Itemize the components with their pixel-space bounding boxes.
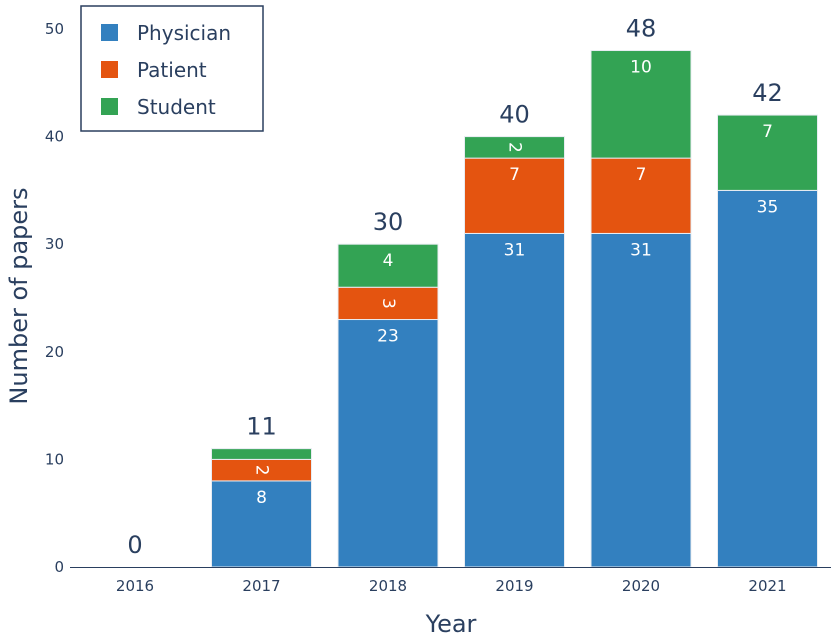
- bar-physician-2020: [590, 232, 692, 568]
- bar-label-physician-2020: 31: [630, 240, 652, 260]
- x-tick-label: 2017: [242, 577, 280, 595]
- total-label-2021: 42: [752, 79, 783, 107]
- bar-label-student-2018: 4: [383, 251, 394, 271]
- bar-physician-2017: [211, 480, 312, 568]
- legend: Physician Patient Student: [80, 5, 264, 132]
- bar-student-2017: [211, 448, 312, 460]
- bar-physician-2018: [337, 319, 439, 568]
- legend-swatch-physician: [101, 24, 118, 41]
- bar-label-patient-2020: 7: [636, 165, 647, 185]
- y-tick-label: 40: [45, 128, 64, 146]
- bar-label-patient-2018: 3: [378, 298, 398, 309]
- x-tick-label: 2019: [495, 577, 533, 595]
- total-label-2019: 40: [499, 101, 530, 129]
- bar-stack-2019: 31 7 2: [464, 136, 565, 568]
- legend-label-student: Student: [137, 95, 216, 119]
- bar-stack-2017: 82: [211, 448, 312, 568]
- x-tick-label: 2021: [748, 577, 786, 595]
- y-tick-label: 10: [45, 450, 64, 468]
- legend-label-patient: Patient: [137, 58, 207, 82]
- bar-patient-2019: [464, 157, 565, 234]
- bar-label-student-2019: 2: [505, 142, 525, 153]
- bar-stack-2020: 31 7 10: [590, 50, 692, 568]
- x-tick-label: 2016: [116, 577, 154, 595]
- x-axis-title: Year: [425, 610, 477, 637]
- y-tick-label: 50: [45, 20, 64, 38]
- bar-label-student-2020: 10: [630, 58, 652, 78]
- bar-label-student-2021: 7: [762, 122, 773, 142]
- bar-label-patient-2017: 2: [252, 465, 272, 476]
- total-label-2017: 11: [246, 413, 277, 441]
- bar-label-physician-2021: 35: [757, 197, 779, 217]
- total-label-2020: 48: [626, 15, 657, 43]
- x-axis-ticks: 2016 2017 2018 2019 2020 2021: [116, 577, 787, 595]
- x-tick-label: 2018: [369, 577, 407, 595]
- legend-swatch-student: [101, 98, 118, 115]
- bar-patient-2018: [337, 286, 439, 321]
- y-axis-title: Number of papers: [5, 187, 33, 404]
- total-label-2016: 0: [127, 531, 142, 559]
- y-tick-label: 30: [45, 235, 64, 253]
- bar-label-physician-2017: 8: [256, 488, 267, 508]
- bar-physician-2021: [717, 189, 818, 568]
- x-tick-label: 2020: [622, 577, 660, 595]
- bar-student-2018: [337, 243, 439, 288]
- bar-stack-2018: 23 3 4: [337, 243, 439, 568]
- bar-label-physician-2018: 23: [377, 327, 399, 347]
- y-tick-label: 20: [45, 343, 64, 361]
- bar-label-physician-2019: 31: [504, 240, 526, 260]
- legend-label-physician: Physician: [137, 21, 231, 45]
- bar-physician-2019: [464, 232, 565, 568]
- y-axis-ticks: 0 10 20 30 40 50: [45, 20, 64, 576]
- bar-patient-2020: [590, 157, 692, 234]
- bar-student-2020: [590, 50, 692, 159]
- bar-student-2021: [717, 114, 818, 191]
- y-tick-label: 0: [54, 558, 64, 576]
- bar-label-patient-2019: 7: [509, 165, 520, 185]
- bar-stack-2021: 35 7: [717, 114, 818, 568]
- total-label-2018: 30: [373, 208, 404, 236]
- legend-swatch-patient: [101, 61, 118, 78]
- bar-student-2019: [464, 136, 565, 159]
